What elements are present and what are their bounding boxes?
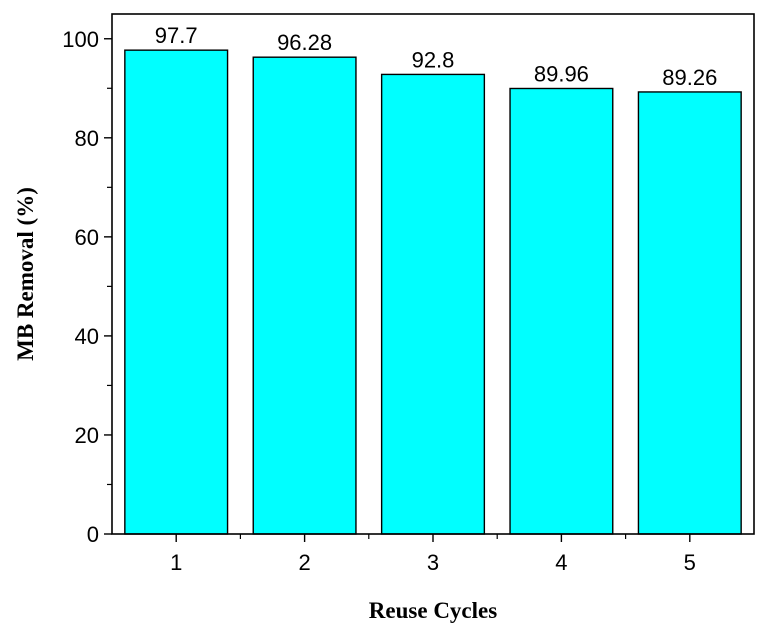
x-axis-title: Reuse Cycles — [369, 598, 497, 623]
bar-cycle-2 — [252, 56, 357, 535]
data-label-cycle-3: 92.8 — [412, 47, 455, 72]
x-axis: 1 2 3 4 5 — [170, 534, 696, 575]
y-tick-label-60: 60 — [75, 225, 99, 250]
x-tick-label-1: 1 — [170, 550, 182, 575]
data-label-cycle-5: 89.26 — [662, 65, 717, 90]
bar-cycle-4 — [509, 87, 614, 535]
y-tick-label-0: 0 — [87, 522, 99, 547]
x-tick-label-3: 3 — [427, 550, 439, 575]
y-axis-title: MB Removal (%) — [13, 187, 38, 361]
data-labels-group: 97.7 96.28 92.8 89.96 89.26 — [155, 23, 718, 90]
y-axis: 0 20 40 60 80 100 — [62, 27, 112, 547]
x-tick-label-5: 5 — [684, 550, 696, 575]
bar-cycle-3 — [380, 73, 486, 535]
data-label-cycle-2: 96.28 — [277, 30, 332, 55]
y-tick-label-100: 100 — [62, 27, 99, 52]
x-tick-label-2: 2 — [298, 550, 310, 575]
y-tick-label-40: 40 — [75, 324, 99, 349]
y-tick-label-20: 20 — [75, 423, 99, 448]
bar-cycle-5 — [637, 91, 742, 535]
data-label-cycle-4: 89.96 — [534, 61, 589, 86]
bars-group — [124, 49, 742, 535]
x-tick-label-4: 4 — [555, 550, 567, 575]
y-tick-label-80: 80 — [75, 126, 99, 151]
data-label-cycle-1: 97.7 — [155, 23, 198, 48]
bar-cycle-1 — [124, 49, 229, 535]
